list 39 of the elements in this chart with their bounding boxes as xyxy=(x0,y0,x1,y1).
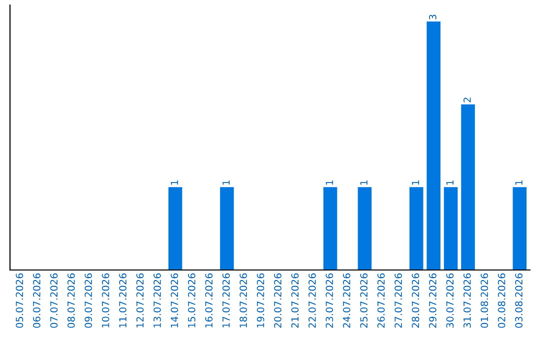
x-tick-label: 05.07.2026 xyxy=(16,273,24,328)
x-tick-label: 29.07.2026 xyxy=(429,273,436,328)
x-tick-label: 15.07.2026 xyxy=(188,273,196,328)
x-tick-label: 23.07.2026 xyxy=(326,273,334,328)
x-tick-label: 07.07.2026 xyxy=(50,273,58,328)
x-tick-label: 18.07.2026 xyxy=(240,273,247,328)
x-tick-label: 01.08.2026 xyxy=(480,273,488,328)
x-tick-label: 16.07.2026 xyxy=(205,273,213,328)
data-label: 1 xyxy=(326,180,333,185)
x-tick-label: 11.07.2026 xyxy=(119,273,126,328)
x-tick-label: 22.07.2026 xyxy=(308,273,316,328)
data-label: 2 xyxy=(463,98,471,102)
x-tick-label: 20.07.2026 xyxy=(274,273,282,328)
x-tick-label: 30.07.2026 xyxy=(446,273,454,328)
x-tick-label: 17.07.2026 xyxy=(222,273,230,328)
x-tick-label: 25.07.2026 xyxy=(360,273,368,328)
x-tick-label: 27.07.2026 xyxy=(394,273,402,328)
x-tick-label: 12.07.2026 xyxy=(136,273,144,328)
x-tick-label: 13.07.2026 xyxy=(154,273,161,328)
x-tick-label: 10.07.2026 xyxy=(102,273,110,328)
data-label: 1 xyxy=(360,180,368,185)
data-label: 3 xyxy=(429,14,436,20)
x-tick-label: 14.07.2026 xyxy=(170,273,178,328)
x-tick-label: 09.07.2026 xyxy=(84,273,92,328)
data-label: 1 xyxy=(515,180,522,185)
data-label: 1 xyxy=(412,180,420,185)
x-tick-label: 06.07.2026 xyxy=(33,273,40,328)
data-label: 1 xyxy=(170,180,178,185)
x-tick-label: 21.07.2026 xyxy=(291,273,299,328)
x-tick-label: 19.07.2026 xyxy=(256,273,264,328)
x-tick-label: 31.07.2026 xyxy=(463,273,471,328)
data-label: 1 xyxy=(446,180,454,185)
x-tick-label: 08.07.2026 xyxy=(67,273,75,328)
x-tick-label: 24.07.2026 xyxy=(342,273,350,328)
x-tick-label: 26.07.2026 xyxy=(377,273,385,328)
x-tick-label: 28.07.2026 xyxy=(412,273,420,328)
x-tick-label: 03.08.2026 xyxy=(515,273,522,328)
x-tick-label: 02.08.2026 xyxy=(498,273,506,328)
data-label: 1 xyxy=(222,180,230,185)
